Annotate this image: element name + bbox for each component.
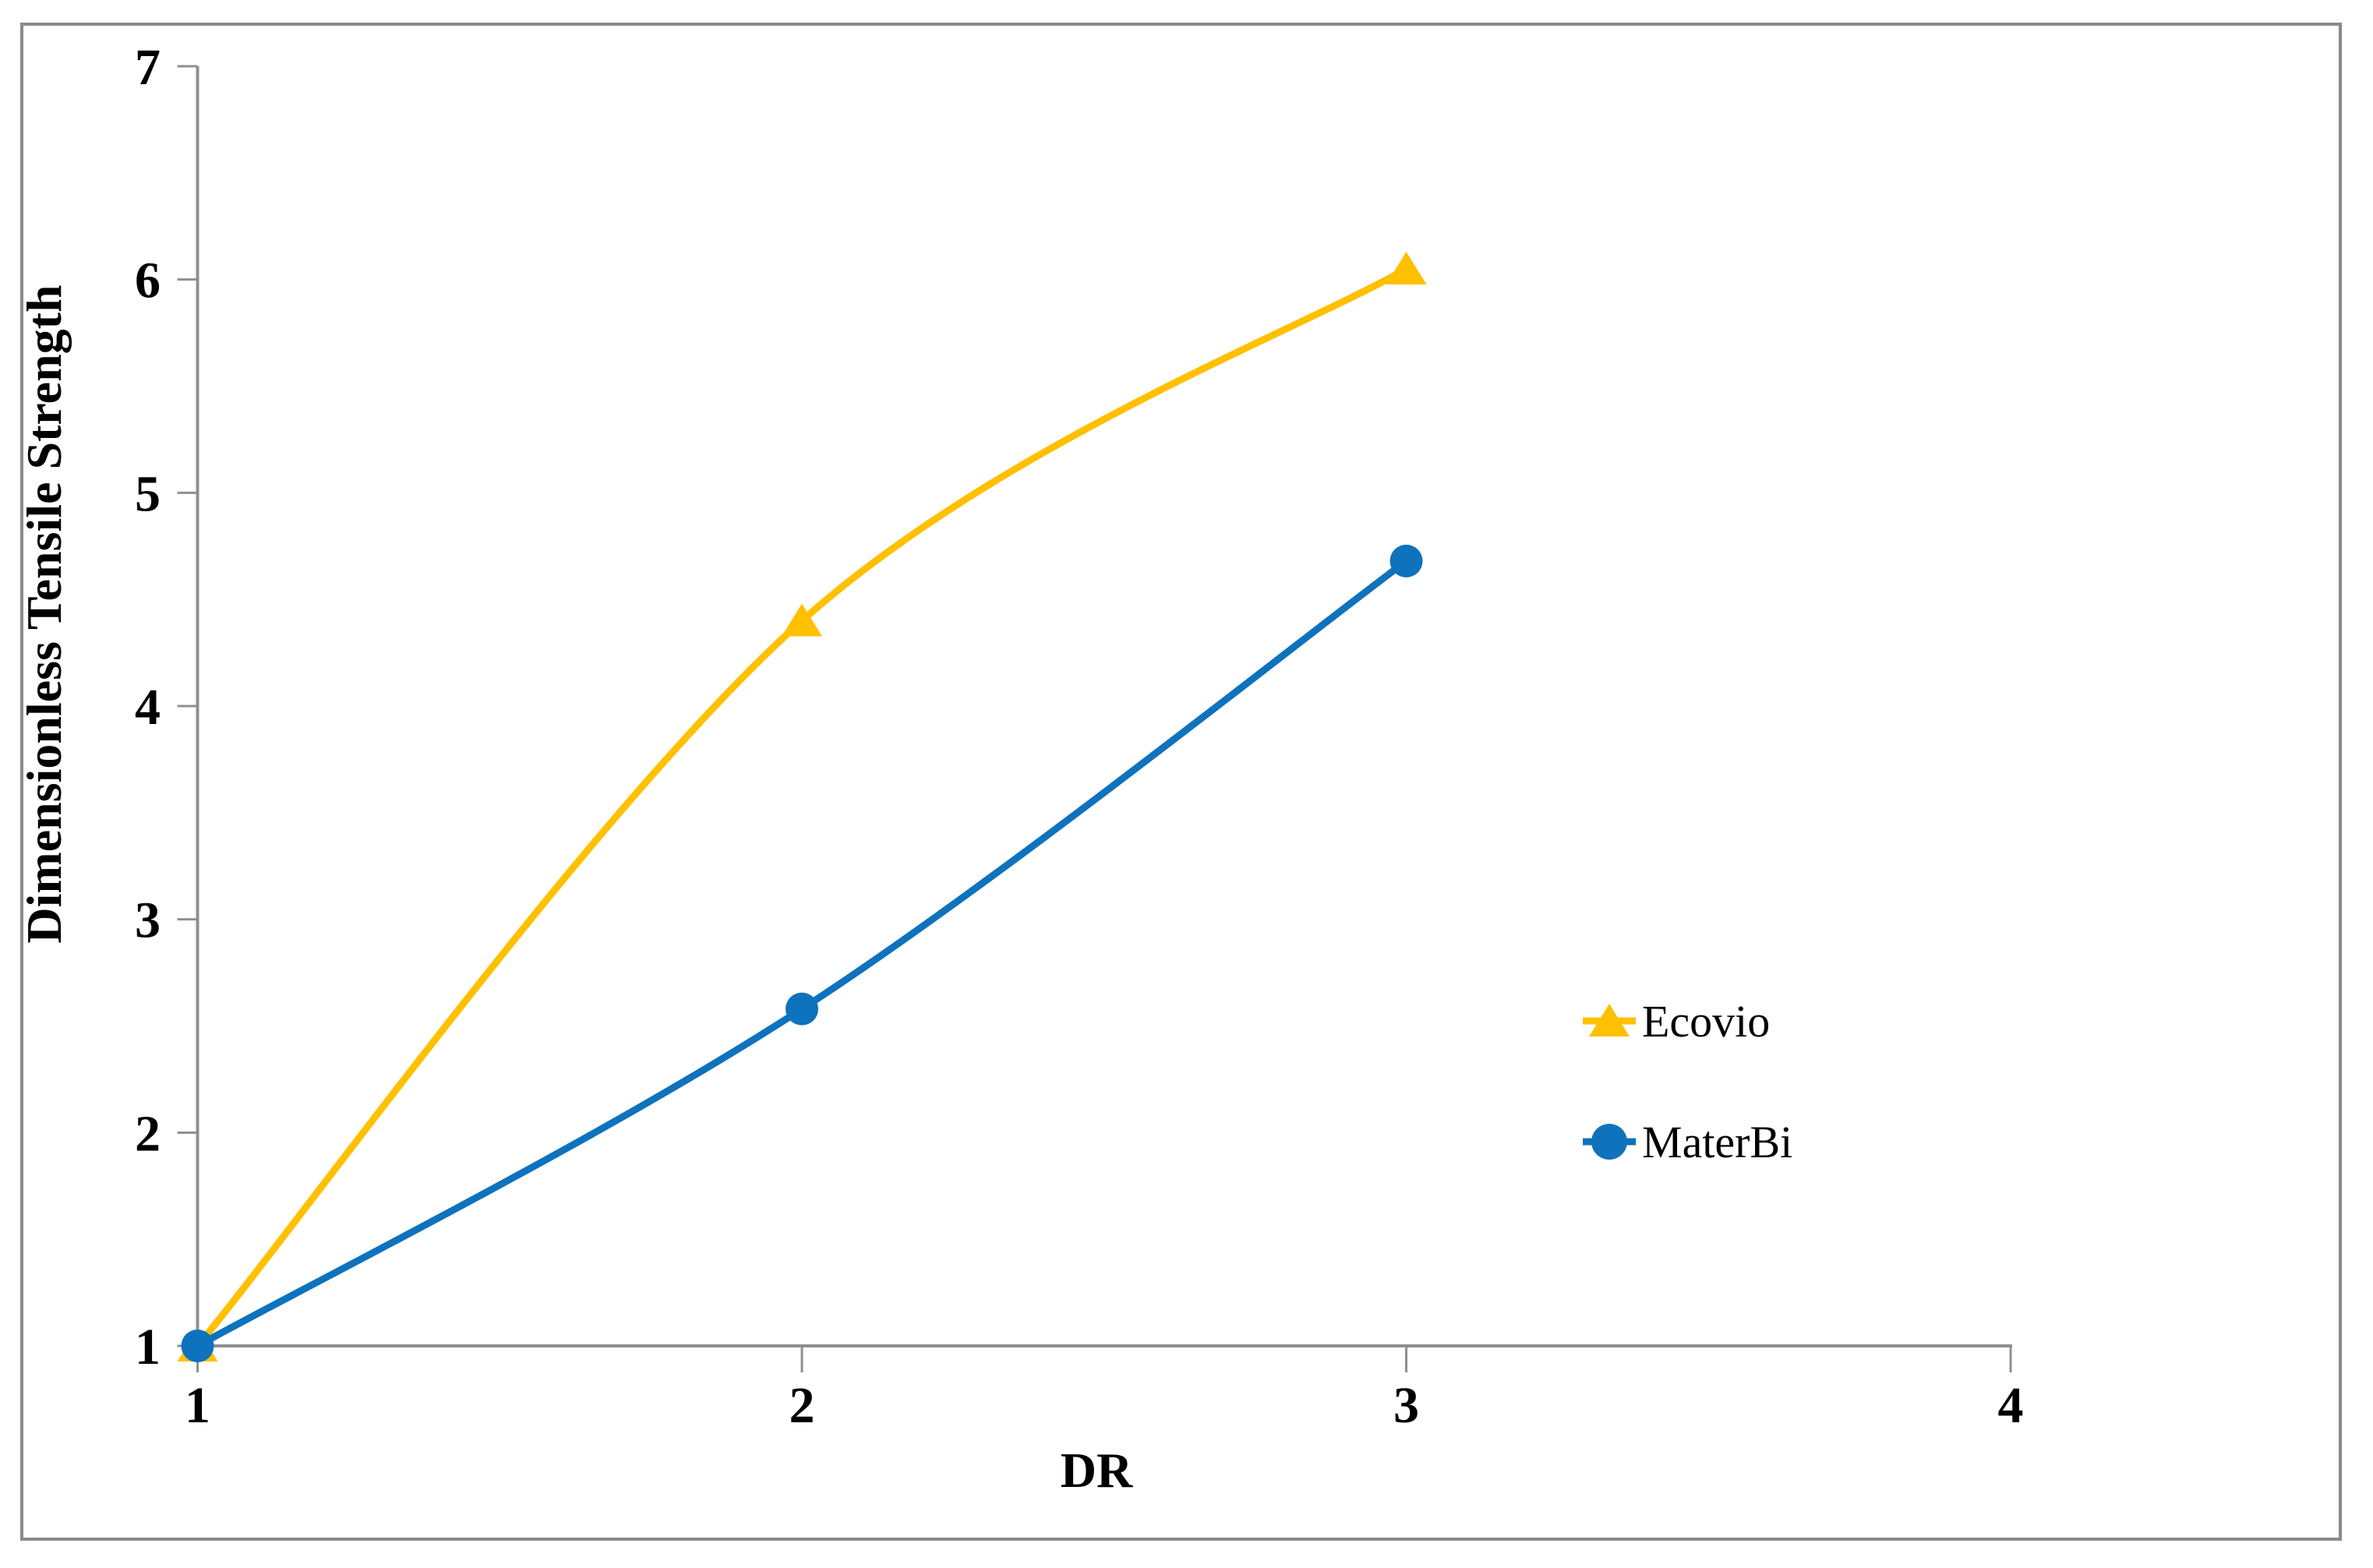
figure-border	[20, 23, 2342, 1541]
y-tick-label: 1	[135, 1319, 161, 1376]
legend-label: Ecovio	[1642, 996, 1770, 1047]
data-point-marker-materbi	[1390, 544, 1423, 577]
y-tick-label: 4	[135, 679, 161, 736]
legend-circle-icon	[1591, 1124, 1627, 1160]
legend-label: MaterBi	[1642, 1117, 1792, 1167]
y-tick-label: 2	[135, 1105, 161, 1162]
x-axis-title: DR	[1061, 1443, 1133, 1498]
y-tick-label: 5	[135, 465, 161, 522]
y-tick-label: 7	[135, 39, 161, 96]
y-tick-label: 6	[135, 253, 161, 309]
data-point-marker-ecovio	[1386, 251, 1427, 284]
y-tick-label: 3	[135, 892, 161, 949]
x-tick-label: 2	[789, 1377, 815, 1434]
x-tick-label: 1	[185, 1377, 210, 1434]
data-point-marker-ecovio	[782, 603, 822, 637]
legend-item-materbi: MaterBi	[1583, 1117, 1792, 1167]
data-point-marker-materbi	[181, 1330, 214, 1362]
y-axis-title: Dimensionless Tensile Strength	[16, 284, 72, 943]
data-point-marker-materbi	[786, 992, 818, 1026]
series-line-ecovio	[194, 265, 1410, 1350]
legend-item-ecovio: Ecovio	[1583, 996, 1770, 1047]
legend-triangle-icon	[1589, 1004, 1630, 1037]
x-tick-label: 3	[1393, 1377, 1419, 1434]
x-tick-label: 4	[1998, 1377, 2024, 1434]
